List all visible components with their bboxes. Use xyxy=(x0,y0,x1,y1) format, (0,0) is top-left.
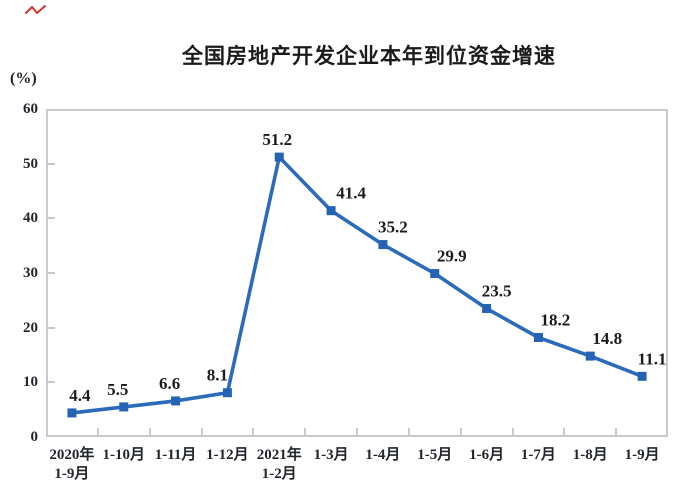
y-tick-mark xyxy=(48,272,55,274)
data-point-label: 8.1 xyxy=(207,366,228,385)
x-tick-label: 1-9月 xyxy=(624,447,660,463)
series-value-labels: 4.4 5.5 6.6 8.1 51.2 41.4 35.2 29.9 23.5 18.2 14.8… xyxy=(69,130,666,405)
x-tick-label: 1-8月 xyxy=(572,447,608,463)
y-tick-mark xyxy=(48,326,55,329)
x-tick-mark xyxy=(304,428,307,435)
data-point-marker xyxy=(67,408,77,418)
red-annotation-mark xyxy=(25,5,46,14)
x-tick-label: 2021年 1-2月 xyxy=(256,447,302,482)
x-tick-label: 1-12月 xyxy=(206,447,249,463)
data-point-marker xyxy=(378,240,388,250)
y-tick-mark xyxy=(48,162,55,165)
series-markers xyxy=(67,152,647,418)
data-point-marker xyxy=(326,206,336,216)
x-tick-mark xyxy=(615,428,618,435)
x-tick-label: 1-4月 xyxy=(365,447,401,463)
data-point-marker xyxy=(585,351,595,361)
data-point-label: 35.2 xyxy=(378,218,408,237)
data-point-label: 23.5 xyxy=(482,282,512,301)
x-tick-label: 1-6月 xyxy=(469,447,505,463)
x-tick-label: 1-7月 xyxy=(520,447,556,463)
data-point-label: 51.2 xyxy=(262,130,292,149)
x-tick-label: 2020年 1-9月 xyxy=(49,447,95,482)
x-tick-mark xyxy=(356,428,358,435)
x-tick-label: 1-3月 xyxy=(313,447,349,463)
y-tick-label: 30 xyxy=(23,265,38,281)
x-tick-mark xyxy=(563,428,566,435)
line-series: 4.4 5.5 6.6 8.1 51.2 41.4 35.2 29.9 23.5 18.2 14.8… xyxy=(67,130,666,418)
y-tick-label: 60 xyxy=(23,101,38,117)
series-polyline xyxy=(70,155,644,415)
y-axis-unit-label: (%) xyxy=(10,70,37,87)
data-point-label: 41.4 xyxy=(336,184,366,203)
x-tick-mark xyxy=(148,428,151,435)
y-tick-label: 10 xyxy=(23,374,38,391)
x-tick-label: 1-5月 xyxy=(417,447,453,463)
data-point-label: 29.9 xyxy=(437,247,467,266)
x-tick-mark xyxy=(200,428,203,435)
x-tick-label: 1-10月 xyxy=(102,447,146,463)
chart-title: 全国房地产开发企业本年到位资金增速 xyxy=(182,44,556,68)
y-tick-mark xyxy=(48,381,55,384)
y-tick-mark xyxy=(48,217,55,220)
data-point-label: 18.2 xyxy=(541,311,571,330)
x-tick-mark xyxy=(459,428,462,435)
data-point-marker xyxy=(119,402,129,412)
y-tick-label: 0 xyxy=(30,429,39,445)
data-point-marker xyxy=(222,388,232,398)
x-tick-mark xyxy=(96,428,99,435)
y-tick-label: 50 xyxy=(23,155,38,172)
data-point-label: 5.5 xyxy=(107,380,128,399)
x-tick-mark xyxy=(407,428,410,435)
data-point-marker xyxy=(171,396,181,406)
y-tick-label: 40 xyxy=(23,210,38,227)
data-point-label: 4.4 xyxy=(69,386,91,405)
x-tick-mark xyxy=(511,428,514,435)
data-point-label: 6.6 xyxy=(159,374,180,393)
x-tick-mark xyxy=(252,428,255,435)
data-point-marker xyxy=(482,304,492,314)
data-point-label: 11.1 xyxy=(638,349,667,368)
data-point-marker xyxy=(430,269,440,279)
y-tick-label: 20 xyxy=(23,319,38,336)
x-tick-label: 1-11月 xyxy=(154,447,197,463)
data-point-marker xyxy=(533,333,543,343)
data-point-label: 14.8 xyxy=(592,329,622,348)
data-point-marker xyxy=(274,152,284,162)
data-point-marker xyxy=(637,371,647,381)
